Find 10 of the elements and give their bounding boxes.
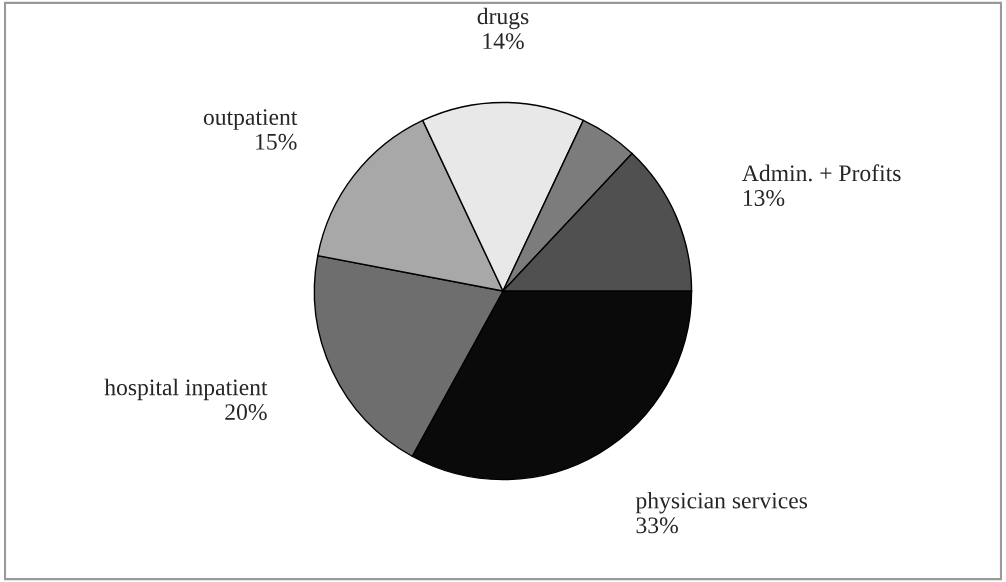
slice-label: Admin. + Profits: [742, 164, 901, 182]
slice-label: hospital inpatient: [104, 378, 268, 401]
slice-label: drugs: [477, 7, 529, 30]
data-label: 33%: [636, 517, 678, 534]
data-label: 20%: [225, 404, 267, 421]
data-label: 13%: [743, 189, 785, 206]
slice-label: outpatient: [203, 109, 298, 130]
slice-label: physician services: [635, 491, 808, 514]
data-label: 15%: [256, 133, 297, 150]
data-label: 14%: [483, 33, 524, 50]
